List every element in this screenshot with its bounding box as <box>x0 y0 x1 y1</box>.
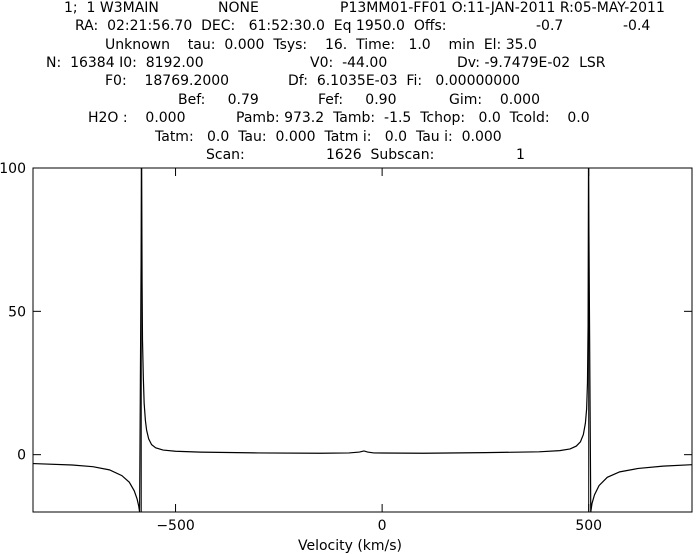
spectrum-line <box>33 168 692 512</box>
x-tick-label: −500 <box>156 518 194 534</box>
scan-source-label: 1; 1 W3MAIN <box>64 0 159 16</box>
header-line-source: 1; 1 W3MAIN NONE P13MM01-FF01 O:11-JAN-2… <box>0 0 700 17</box>
scan-number: 1626 Subscan: <box>326 147 435 163</box>
atmosphere-text: Tatm: 0.0 Tau: 0.000 Tatm i: 0.0 Tau i: … <box>155 129 502 145</box>
velocity-resolution: Dv: -9.7479E-02 LSR <box>457 55 606 71</box>
offset-y-value: -0.4 <box>623 18 651 34</box>
axes: −500 0 500 0 50 100 <box>0 161 693 534</box>
header-line-coordinates: RA: 02:21:56.70 DEC: 61:52:30.0 Eq 1950.… <box>0 18 700 35</box>
beam-efficiency: Bef: 0.79 <box>178 92 259 108</box>
x-tick-label: 500 <box>575 518 602 534</box>
rest-frequency: F0: 18769.2000 <box>105 73 230 89</box>
header-line-frequency: F0: 18769.2000 Df: 6.1035E-03 Fi: 0.0000… <box>0 73 700 90</box>
image-gain: Gim: 0.000 <box>449 92 540 108</box>
header-line-weather: H2O : 0.000 Pamb: 973.2 Tamb: -1.5 Tchop… <box>0 110 700 127</box>
telescope-label: NONE <box>218 0 259 16</box>
calibration-text: Unknown tau: 0.000 Tsys: 16. Time: 1.0 m… <box>105 37 537 53</box>
y-tick-label: 50 <box>8 304 26 320</box>
plot-frame <box>32 167 693 513</box>
scan-label: Scan: <box>206 147 245 163</box>
subscan-number: 1 <box>516 147 525 163</box>
forward-efficiency: Fef: 0.90 <box>318 92 397 108</box>
y-tick-label: 100 <box>0 161 26 177</box>
header-line-atmosphere: Tatm: 0.0 Tau: 0.000 Tatm i: 0.0 Tau i: … <box>0 129 700 146</box>
x-axis-label: Velocity (km/s) <box>298 538 402 554</box>
observation-dates: P13MM01-FF01 O:11-JAN-2011 R:05-MAY-2011 <box>340 0 665 16</box>
header-line-efficiency: Bef: 0.79 Fef: 0.90 Gim: 0.000 <box>0 92 700 109</box>
ambient-conditions: Pamb: 973.2 Tamb: -1.5 Tchop: 0.0 Tcold:… <box>236 110 590 126</box>
y-tick-label: 0 <box>17 448 26 464</box>
observation-header: 1; 1 W3MAIN NONE P13MM01-FF01 O:11-JAN-2… <box>0 0 700 168</box>
header-line-channels: N: 16384 I0: 8192.00 V0: -44.00 Dv: -9.7… <box>0 55 700 72</box>
x-tick-label: 0 <box>378 518 387 534</box>
water-vapor: H2O : 0.000 <box>88 110 186 126</box>
frequency-resolution: Df: 6.1035E-03 Fi: 0.00000000 <box>288 73 521 89</box>
channel-info: N: 16384 I0: 8192.00 <box>46 55 204 71</box>
offset-x-value: -0.7 <box>536 18 564 34</box>
coordinates-text: RA: 02:21:56.70 DEC: 61:52:30.0 Eq 1950.… <box>75 18 447 34</box>
header-line-calibration: Unknown tau: 0.000 Tsys: 16. Time: 1.0 m… <box>0 37 700 54</box>
header-line-scan: Scan: 1626 Subscan: 1 <box>0 147 700 164</box>
velocity-reference: V0: -44.00 <box>310 55 388 71</box>
plot-area <box>33 168 692 512</box>
